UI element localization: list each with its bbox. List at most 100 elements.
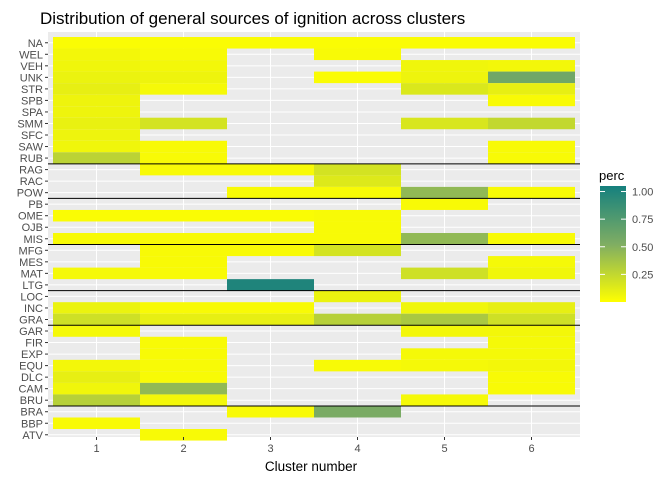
y-tick-label: SAW — [18, 142, 43, 154]
legend-color-bar — [600, 186, 626, 302]
y-tick-label: RAG — [19, 165, 43, 177]
heatmap-cell — [140, 83, 227, 95]
x-axis-title: Cluster number — [265, 459, 358, 474]
heatmap-cell — [227, 209, 314, 222]
heatmap-cell — [53, 117, 140, 130]
heatmap-cell — [140, 152, 227, 164]
heatmap-cell — [488, 302, 575, 314]
heatmap-cell — [140, 313, 227, 326]
heatmap-cell — [488, 256, 575, 268]
heatmap-cell — [314, 221, 401, 234]
y-tick-label: OJB — [22, 222, 43, 234]
y-tick-label: DLC — [21, 372, 43, 384]
y-tick-label: STR — [21, 84, 43, 96]
heatmap-cell — [314, 313, 401, 326]
y-tick-label: MES — [19, 257, 43, 269]
heatmap-cell — [53, 371, 140, 383]
heatmap-cell — [488, 371, 575, 383]
heatmap-cell — [314, 209, 401, 222]
heatmap-cell — [488, 348, 575, 360]
heatmap-cell — [488, 313, 575, 326]
heatmap-cell — [140, 359, 227, 372]
heatmap-cell — [140, 394, 227, 406]
y-tick-label: FIR — [25, 338, 43, 350]
heatmap-cell — [140, 371, 227, 383]
heatmap-cell — [488, 60, 575, 72]
y-tick-label: SMM — [17, 118, 43, 130]
heatmap-cell — [488, 117, 575, 130]
y-tick-label: NA — [28, 38, 44, 50]
heatmap-cell — [488, 152, 575, 164]
heatmap-cell — [401, 83, 488, 95]
y-axis-ticks: NAWELVEHUNKSTRSPBSPASMMSFCSAWRUBRAGRACPO… — [17, 38, 48, 442]
heatmap-cell — [140, 209, 227, 222]
x-tick-label: 5 — [441, 443, 447, 455]
heatmap-cell — [53, 129, 140, 141]
heatmap-cell — [314, 37, 401, 49]
heatmap-cell — [314, 71, 401, 84]
heatmap-cell — [227, 37, 314, 49]
heatmap-cell — [401, 198, 488, 210]
heatmap-cell — [227, 244, 314, 257]
heatmap-cell — [401, 394, 488, 406]
heatmap-cell — [227, 163, 314, 176]
heatmap-cell — [401, 71, 488, 84]
heatmap-cell — [140, 60, 227, 72]
heatmap-cell — [488, 140, 575, 153]
heatmap-cell — [53, 152, 140, 164]
heatmap-cell — [401, 325, 488, 337]
heatmap-cell — [401, 267, 488, 280]
x-tick-label: 3 — [267, 443, 273, 455]
heatmap-cell — [401, 117, 488, 130]
heatmap-cell — [314, 290, 401, 303]
heatmap-cell — [401, 313, 488, 326]
heatmap-cell — [140, 267, 227, 280]
y-tick-label: UNK — [20, 72, 44, 84]
heatmap-cell — [53, 106, 140, 118]
heatmap-cell — [53, 325, 140, 337]
y-tick-label: LTG — [22, 280, 43, 292]
heatmap-cell — [53, 48, 140, 61]
legend-tick-label: 0.50 — [632, 242, 653, 254]
heatmap-cell — [53, 359, 140, 372]
y-tick-label: MAT — [21, 268, 44, 280]
x-axis-ticks: 1 2 3 4 5 6 — [93, 437, 535, 455]
y-tick-label: INC — [24, 303, 43, 315]
y-tick-label: ATV — [22, 430, 43, 442]
heatmap-cell — [53, 394, 140, 406]
heatmap-cell — [227, 233, 314, 245]
heatmap-cell — [314, 186, 401, 199]
heatmap-cell — [140, 302, 227, 314]
heatmap-cell — [140, 256, 227, 268]
y-tick-label: BRU — [20, 395, 43, 407]
heatmap-cell — [488, 382, 575, 395]
y-tick-label: LOC — [20, 291, 43, 303]
y-tick-label: MFG — [19, 245, 43, 257]
y-tick-label: RAC — [20, 176, 43, 188]
heatmap-cell — [401, 37, 488, 49]
legend-tick-label: 1.00 — [632, 187, 653, 199]
x-tick-label: 2 — [180, 443, 186, 455]
heatmap-cell — [227, 302, 314, 314]
y-tick-label: BRA — [20, 407, 43, 419]
y-tick-label: MIS — [23, 234, 43, 246]
heatmap-cell — [488, 71, 575, 84]
heatmap-cell — [227, 313, 314, 326]
heatmap-cell — [314, 233, 401, 245]
heatmap-cell — [488, 336, 575, 349]
legend-title: perc — [599, 168, 625, 183]
y-tick-label: SFC — [21, 130, 43, 142]
heatmap-cell — [401, 186, 488, 199]
heatmap-cell — [140, 233, 227, 245]
heatmap-cell — [140, 71, 227, 84]
heatmap-cell — [314, 359, 401, 372]
heatmap-cells — [53, 37, 575, 441]
y-tick-label: OME — [18, 211, 43, 223]
legend-tick-label: 0.75 — [632, 214, 653, 226]
y-tick-label: CAM — [19, 384, 43, 396]
heatmap-cell — [53, 233, 140, 245]
y-tick-label: RUB — [20, 153, 43, 165]
heatmap-cell — [53, 313, 140, 326]
heatmap-cell — [140, 140, 227, 153]
